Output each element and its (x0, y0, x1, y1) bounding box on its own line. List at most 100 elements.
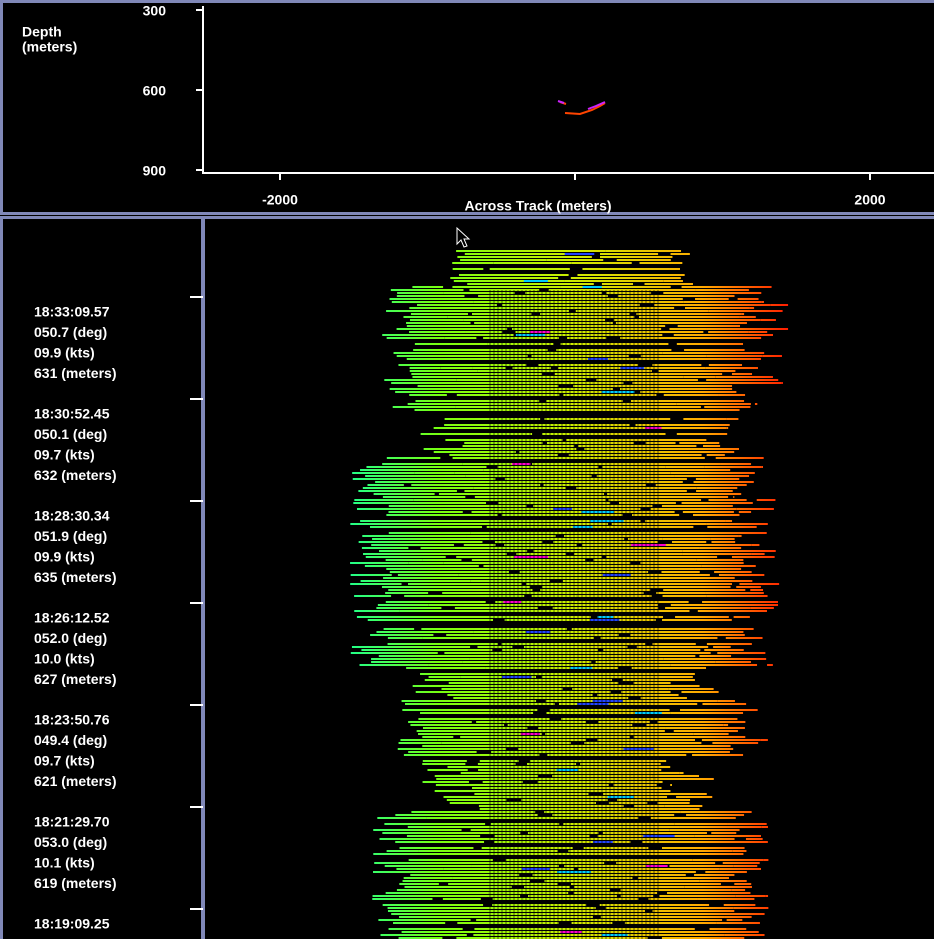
swath-segment (371, 661, 462, 663)
swath-segment (569, 454, 702, 456)
swath-segment (595, 331, 703, 333)
swath-segment (781, 382, 783, 384)
swath-segment (405, 886, 512, 888)
swath-segment (582, 778, 655, 780)
swath-segment (692, 859, 763, 861)
swath-segment (376, 631, 473, 633)
swath-segment (474, 301, 542, 303)
swath-segment (719, 868, 761, 870)
swath-noise (597, 616, 613, 618)
swath-segment (663, 292, 761, 294)
swath-segment (685, 307, 750, 309)
swath-segment (538, 781, 663, 783)
swath-segment (538, 364, 638, 366)
swath-segment (662, 352, 764, 354)
swath-segment (402, 709, 537, 711)
swath-segment (712, 742, 758, 744)
swath-segment (661, 571, 699, 573)
swath-segment (461, 772, 605, 774)
swath-segment (629, 814, 674, 816)
ping-heading: 050.7 (deg) (34, 324, 107, 340)
swath-segment (679, 442, 719, 444)
swath-segment (400, 847, 474, 849)
swath-segment (452, 286, 560, 288)
swath-segment (695, 298, 729, 300)
swath-segment (465, 475, 591, 477)
swath-segment (406, 322, 470, 324)
swath-segment (723, 862, 760, 864)
swath-segment (505, 478, 612, 480)
swath-segment (440, 508, 505, 510)
swath-segment (664, 544, 752, 546)
swath-segment (739, 583, 779, 585)
swath-segment (363, 487, 473, 489)
swath-segment (702, 565, 756, 567)
swath-segment (360, 520, 504, 522)
swath-segment (371, 658, 469, 660)
swath-segment (601, 916, 725, 918)
swath-segment (639, 553, 682, 555)
swath-segment (444, 424, 534, 426)
swath-segment (544, 418, 670, 420)
swath-segment (370, 526, 482, 528)
swath-segment (518, 796, 668, 798)
swath-segment (517, 853, 649, 855)
swath-segment (530, 760, 608, 762)
swath-segment (667, 892, 750, 894)
swath-segment (372, 538, 494, 540)
swath-segment (366, 466, 486, 468)
swath-segment (690, 451, 734, 453)
swath-segment (752, 553, 765, 555)
swath-segment (699, 655, 731, 657)
swath-segment (477, 817, 541, 819)
swath-segment (662, 538, 711, 540)
swath-segment (593, 559, 646, 561)
swath-segment (567, 631, 632, 633)
swath-segment (423, 781, 469, 783)
swath-segment (399, 742, 442, 744)
swath-segment (421, 547, 562, 549)
swath-segment (634, 766, 671, 768)
swath-noise (623, 748, 653, 750)
swath-segment (374, 493, 435, 495)
swath-segment (574, 886, 685, 888)
swath-segment (533, 550, 682, 552)
swath-segment (408, 721, 472, 723)
swath-noise (556, 769, 578, 771)
swath-segment (752, 544, 760, 546)
swath-segment (669, 865, 733, 867)
x-tick-label: 2000 (854, 192, 885, 208)
y-axis-label: Depth (22, 24, 62, 40)
swath-segment (493, 898, 523, 900)
swath-segment (702, 739, 761, 741)
swath-segment (423, 760, 467, 762)
swath-segment (389, 928, 463, 930)
swath-segment (454, 280, 565, 282)
swath-segment (475, 496, 613, 498)
swath-segment (531, 355, 578, 357)
swath-segment (702, 601, 778, 603)
swath-segment (727, 823, 767, 825)
swath-segment (631, 400, 744, 402)
swath-segment (621, 889, 732, 891)
swath-segment (571, 859, 692, 861)
swath-segment (739, 316, 755, 318)
swath-segment (415, 343, 487, 345)
swath-segment (561, 718, 681, 720)
swath-segment (555, 373, 598, 375)
swath-segment (403, 880, 530, 882)
swath-segment (733, 865, 757, 867)
swath-segment (423, 559, 462, 561)
swath-segment (408, 826, 541, 828)
ping-time: 18:23:50.76 (34, 712, 110, 728)
swath-segment (736, 586, 761, 588)
swath-segment (732, 373, 752, 375)
swath-segment (354, 595, 391, 597)
swath-segment (389, 532, 470, 534)
swath-segment (373, 829, 461, 831)
swath-segment (597, 475, 674, 477)
swath-segment (519, 451, 629, 453)
swath-segment (614, 319, 761, 321)
swath-segment (412, 286, 443, 288)
swath-segment (351, 652, 438, 654)
